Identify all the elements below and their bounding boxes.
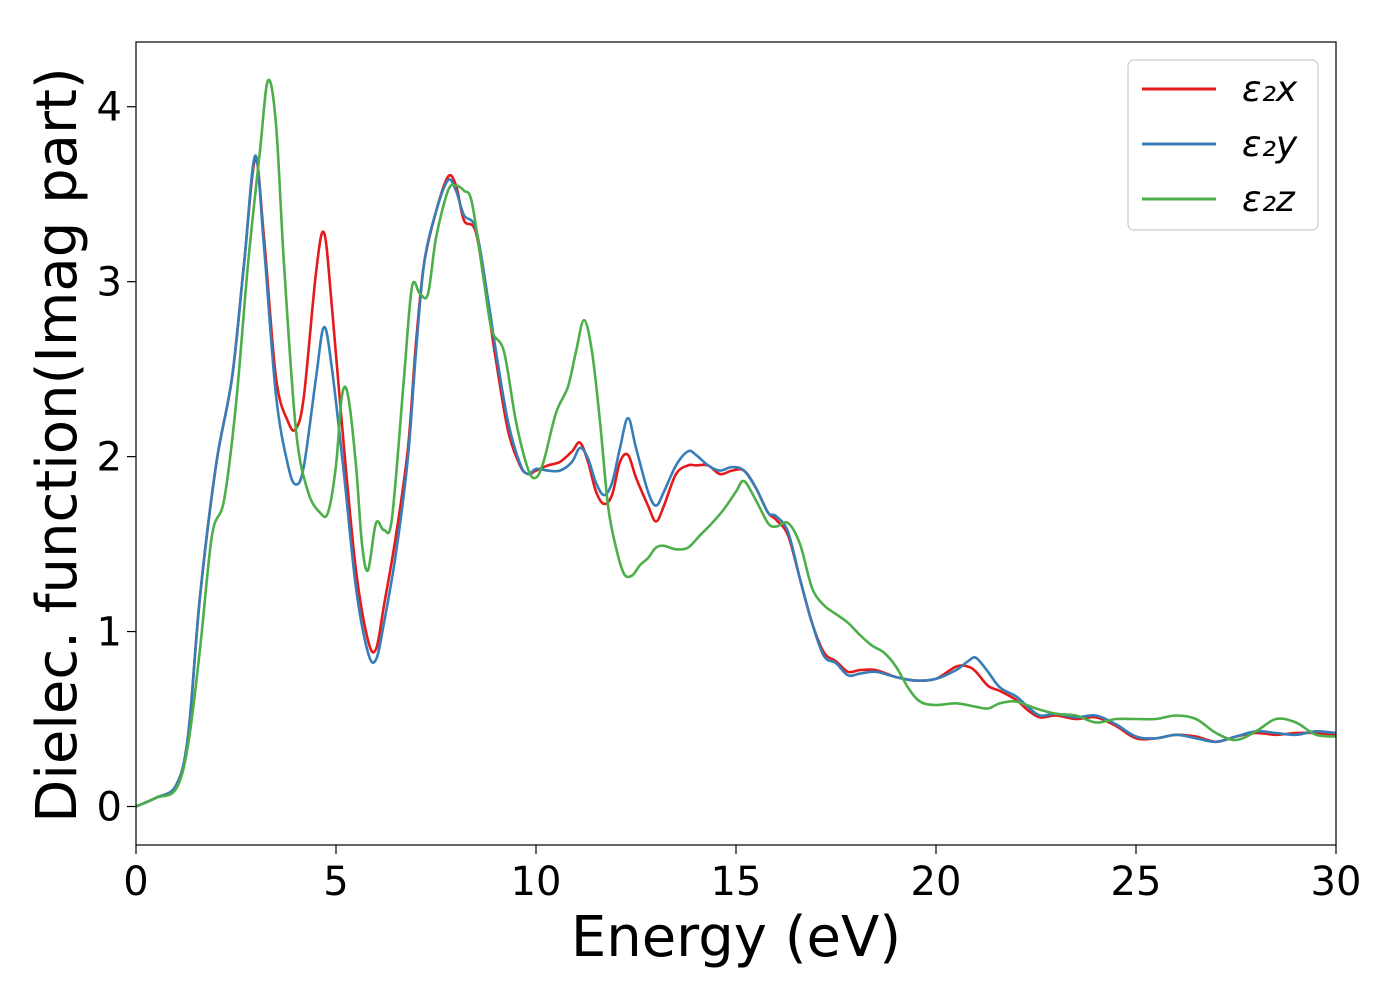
x-axis-ticks: 0 5 10 15 20 25 30 bbox=[123, 845, 1361, 905]
y-tick-label: 0 bbox=[97, 785, 122, 831]
x-axis-label: Energy (eV) bbox=[571, 905, 901, 970]
series-line-3 bbox=[136, 78, 1336, 808]
y-tick-label: 3 bbox=[97, 260, 122, 306]
legend: ε₂x ε₂y ε₂z bbox=[1127, 59, 1319, 231]
x-tick-label: 30 bbox=[1311, 859, 1362, 905]
legend-box bbox=[1127, 59, 1319, 231]
y-tick-label: 4 bbox=[97, 85, 122, 131]
y-tick-label: 1 bbox=[97, 610, 122, 656]
legend-label-1: ε₂x bbox=[1242, 69, 1298, 110]
legend-label-3: ε₂z bbox=[1242, 179, 1296, 220]
x-tick-label: 0 bbox=[123, 859, 148, 905]
x-tick-label: 20 bbox=[911, 859, 962, 905]
x-tick-label: 15 bbox=[711, 859, 762, 905]
y-tick-label: 2 bbox=[97, 435, 122, 481]
x-tick-label: 5 bbox=[323, 859, 348, 905]
legend-label-2: ε₂y bbox=[1242, 124, 1298, 165]
series-line-1 bbox=[136, 157, 1336, 808]
x-tick-label: 25 bbox=[1111, 859, 1162, 905]
y-axis-label: Dielec. function(Imag part) bbox=[25, 67, 90, 823]
series-layer bbox=[136, 78, 1336, 808]
x-tick-label: 10 bbox=[511, 859, 562, 905]
y-axis-ticks: 0 1 2 3 4 bbox=[97, 85, 136, 831]
series-lines bbox=[136, 78, 1336, 808]
